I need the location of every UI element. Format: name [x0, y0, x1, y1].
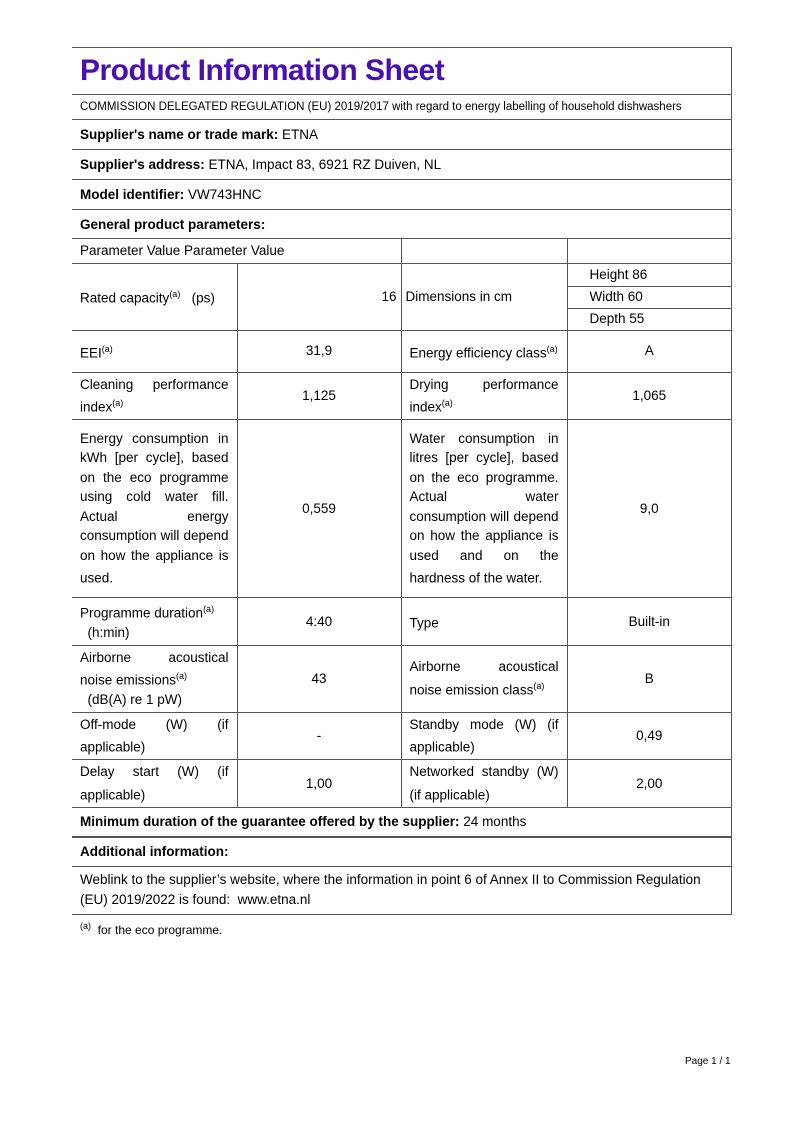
general-parameters-heading: General product parameters: — [80, 216, 266, 232]
parameter-label: Energy consumption in kWh [per cycle], b… — [72, 419, 238, 598]
parameter-label: Off-mode (W) (if applicable) — [72, 711, 238, 760]
table-row: Off-mode (W) (if applicable) - Standby mod… — [72, 711, 732, 760]
parameter-value: 1,065 — [566, 371, 732, 420]
supplier-website-link[interactable]: www.etna.nl — [237, 891, 311, 907]
table-row: Airborne acoustical noise emissions(a) (… — [72, 644, 732, 713]
footnote: (a) for the eco programme. — [80, 920, 223, 937]
table-row: Cleaning performance index(a) 1,125 Drying… — [72, 371, 732, 420]
parameter-value: - — [236, 711, 402, 760]
additional-info-heading: Additional information: — [72, 836, 731, 867]
parameter-value: 0,49 — [566, 711, 732, 760]
table-header: Parameter Value Parameter Value — [72, 238, 402, 264]
parameter-label: Delay start (W) (if applicable) — [72, 759, 238, 808]
document: Product Information Sheet COMMISSION DEL… — [72, 47, 732, 938]
parameter-label: Networked standby (W) (if applicable) — [400, 759, 568, 808]
dimension-width: Width 60 — [567, 285, 732, 309]
weblink-text: Weblink to the supplier’s website, where… — [72, 867, 731, 915]
parameter-label: Airborne acoustical noise emission class… — [400, 644, 568, 713]
table-row: Rated capacity(a) (ps) 16 Dimensions in … — [72, 262, 732, 331]
dimensions-label: Dimensions in cm — [400, 262, 568, 331]
parameter-value: 2,00 — [566, 759, 732, 808]
parameter-value: A — [566, 329, 732, 373]
product-sheet: Product Information Sheet COMMISSION DEL… — [72, 47, 732, 915]
parameter-value: 0,559 — [236, 419, 402, 598]
parameter-value: 31,9 — [236, 329, 402, 373]
parameter-value: B — [566, 644, 732, 713]
regulation-text: COMMISSION DELEGATED REGULATION (EU) 201… — [72, 95, 731, 120]
table-header-row: Parameter Value Parameter Value — [72, 238, 732, 264]
rated-capacity-value: 16 — [236, 262, 402, 331]
supplier-address: Supplier's address: ETNA, Impact 83, 692… — [72, 150, 731, 180]
rated-capacity-label: Rated capacity(a) (ps) — [72, 262, 238, 331]
dimension-height: Height 86 — [566, 262, 732, 287]
parameter-value: Built-in — [566, 597, 732, 646]
parameter-label: Water consumption in litres [per cycle],… — [400, 419, 568, 598]
parameter-label: Standby mode (W) (if applicable) — [400, 711, 568, 760]
parameter-label: Programme duration(a) (h:min) — [72, 597, 238, 646]
supplier-name: Supplier's name or trade mark: ETNA — [72, 120, 731, 150]
parameter-label: Type — [400, 597, 568, 646]
page-number: Page 1 / 1 — [685, 1056, 731, 1067]
dimension-depth: Depth 55 — [567, 307, 732, 331]
parameter-label: Cleaning performance index(a) — [72, 371, 238, 420]
parameter-value: 43 — [236, 644, 402, 713]
page-title: Product Information Sheet — [72, 47, 731, 95]
parameter-label: Energy efficiency class(a) — [400, 329, 568, 373]
parameter-label: Drying performance index(a) — [400, 371, 568, 420]
table-row: Delay start (W) (if applicable) 1,00 Netwo… — [72, 759, 732, 808]
model-identifier: Model identifier: VW743HNC — [72, 180, 731, 210]
parameter-value: 1,00 — [236, 759, 402, 808]
table-row: Energy consumption in kWh [per cycle], b… — [72, 419, 732, 598]
parameters-table: Parameter Value Parameter Value Rated ca… — [72, 238, 732, 808]
parameter-value: 9,0 — [566, 419, 732, 598]
table-row: Programme duration(a) (h:min) 4:40 Type Bui… — [72, 597, 732, 646]
parameter-label: Airborne acoustical noise emissions(a) (… — [72, 644, 238, 713]
parameter-value: 1,125 — [236, 371, 402, 420]
guarantee: Minimum duration of the guarantee offere… — [72, 808, 731, 837]
table-row: EEI(a) 31,9 Energy efficiency class(a) A — [72, 329, 732, 373]
parameter-value: 4:40 — [236, 597, 402, 646]
parameter-label: EEI(a) — [72, 329, 238, 373]
